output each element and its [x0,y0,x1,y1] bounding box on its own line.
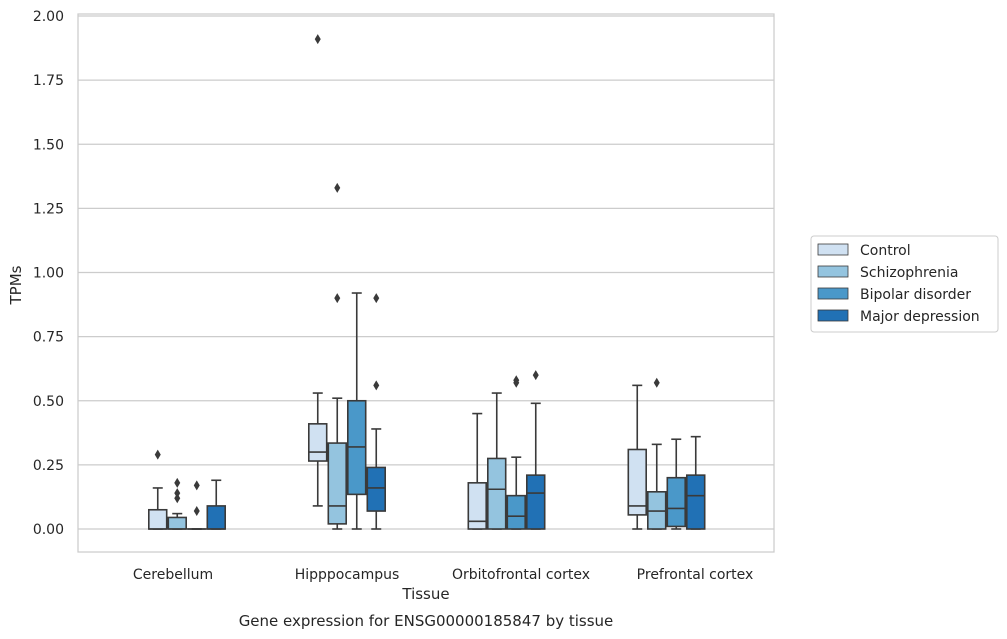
y-tick-label: 0.00 [33,522,64,538]
outlier-point [513,375,520,386]
box-iqr [486,457,507,530]
x-tick-label: Prefrontal cortex [637,567,754,583]
outlier-point [154,449,161,460]
box-0-0 [148,449,168,530]
outlier-point [532,370,539,381]
legend-swatch [817,265,849,278]
outlier-point [373,293,380,304]
legend-label: Bipolar disorder [860,287,971,303]
box-iqr [167,516,188,530]
box-iqr [366,466,386,512]
box-series [148,34,706,530]
box-iqr [506,494,526,530]
legend: Control Schizophrenia Bipolar disorder Majo… [810,235,999,333]
box-1-2 [346,292,367,530]
box-2-1 [486,392,507,530]
outlier-point [373,380,380,391]
box-iqr [666,476,686,528]
plot-frame [77,13,775,553]
y-tick-label: 1.25 [33,201,64,217]
box-3-1 [646,377,667,530]
box-iqr [206,505,227,530]
box-0-1 [167,477,188,530]
box-1-1 [327,182,347,530]
outlier-point [193,506,200,517]
y-tick-label: 1.00 [33,266,64,282]
x-tick-labels: Cerebellum Hipppocampus Orbitofrontal cort… [133,567,753,583]
outlier-point [314,34,321,45]
y-tick-label: 1.50 [33,137,64,153]
box-0-2 [187,480,207,530]
box-1-0 [307,34,328,507]
box-2-3 [525,370,546,530]
box-iqr [685,474,706,530]
y-tick-labels: 0.00 0.25 0.50 0.75 1.00 1.25 1.50 1.75 2.00 [33,9,64,538]
y-tick-label: 2.00 [33,9,64,25]
box-iqr [327,442,347,525]
legend-swatch [817,309,849,322]
x-axis-label: Tissue [401,585,449,603]
y-tick-label: 0.25 [33,458,64,474]
outlier-point [174,488,181,499]
x-tick-label: Orbitofrontal cortex [452,567,590,583]
legend-frame [810,235,999,333]
y-tick-label: 0.75 [33,330,64,346]
legend-label: Control [860,243,911,259]
box-1-3 [366,293,386,530]
box-iqr [307,423,328,462]
box-2-2 [506,375,526,530]
box-2-0 [467,412,487,530]
y-tick-label: 0.50 [33,394,64,410]
legend-swatch [817,243,849,256]
box-iqr [467,482,487,530]
box-3-0 [627,384,647,530]
legend-label: Schizophrenia [860,265,958,281]
box-3-3 [685,435,706,530]
x-tick-label: Hipppocampus [295,567,400,583]
outlier-point [653,377,660,388]
outlier-point [193,480,200,491]
legend-swatch [817,287,849,300]
box-3-2 [666,438,686,530]
box-iqr [627,448,647,516]
outlier-point [334,293,341,304]
outlier-point [174,477,181,488]
box-iqr [148,508,168,530]
outlier-point [174,493,181,504]
y-tick-label: 1.75 [33,73,64,89]
outlier-point [334,182,341,193]
box-iqr [525,474,546,530]
x-tick-label: Cerebellum [133,567,213,583]
chart-caption: Gene expression for ENSG00000185847 by t… [239,612,614,630]
y-axis-label: TPMs [7,265,25,305]
legend-label: Major depression [860,309,980,325]
box-0-3 [206,479,227,530]
grid-lines [78,15,774,530]
